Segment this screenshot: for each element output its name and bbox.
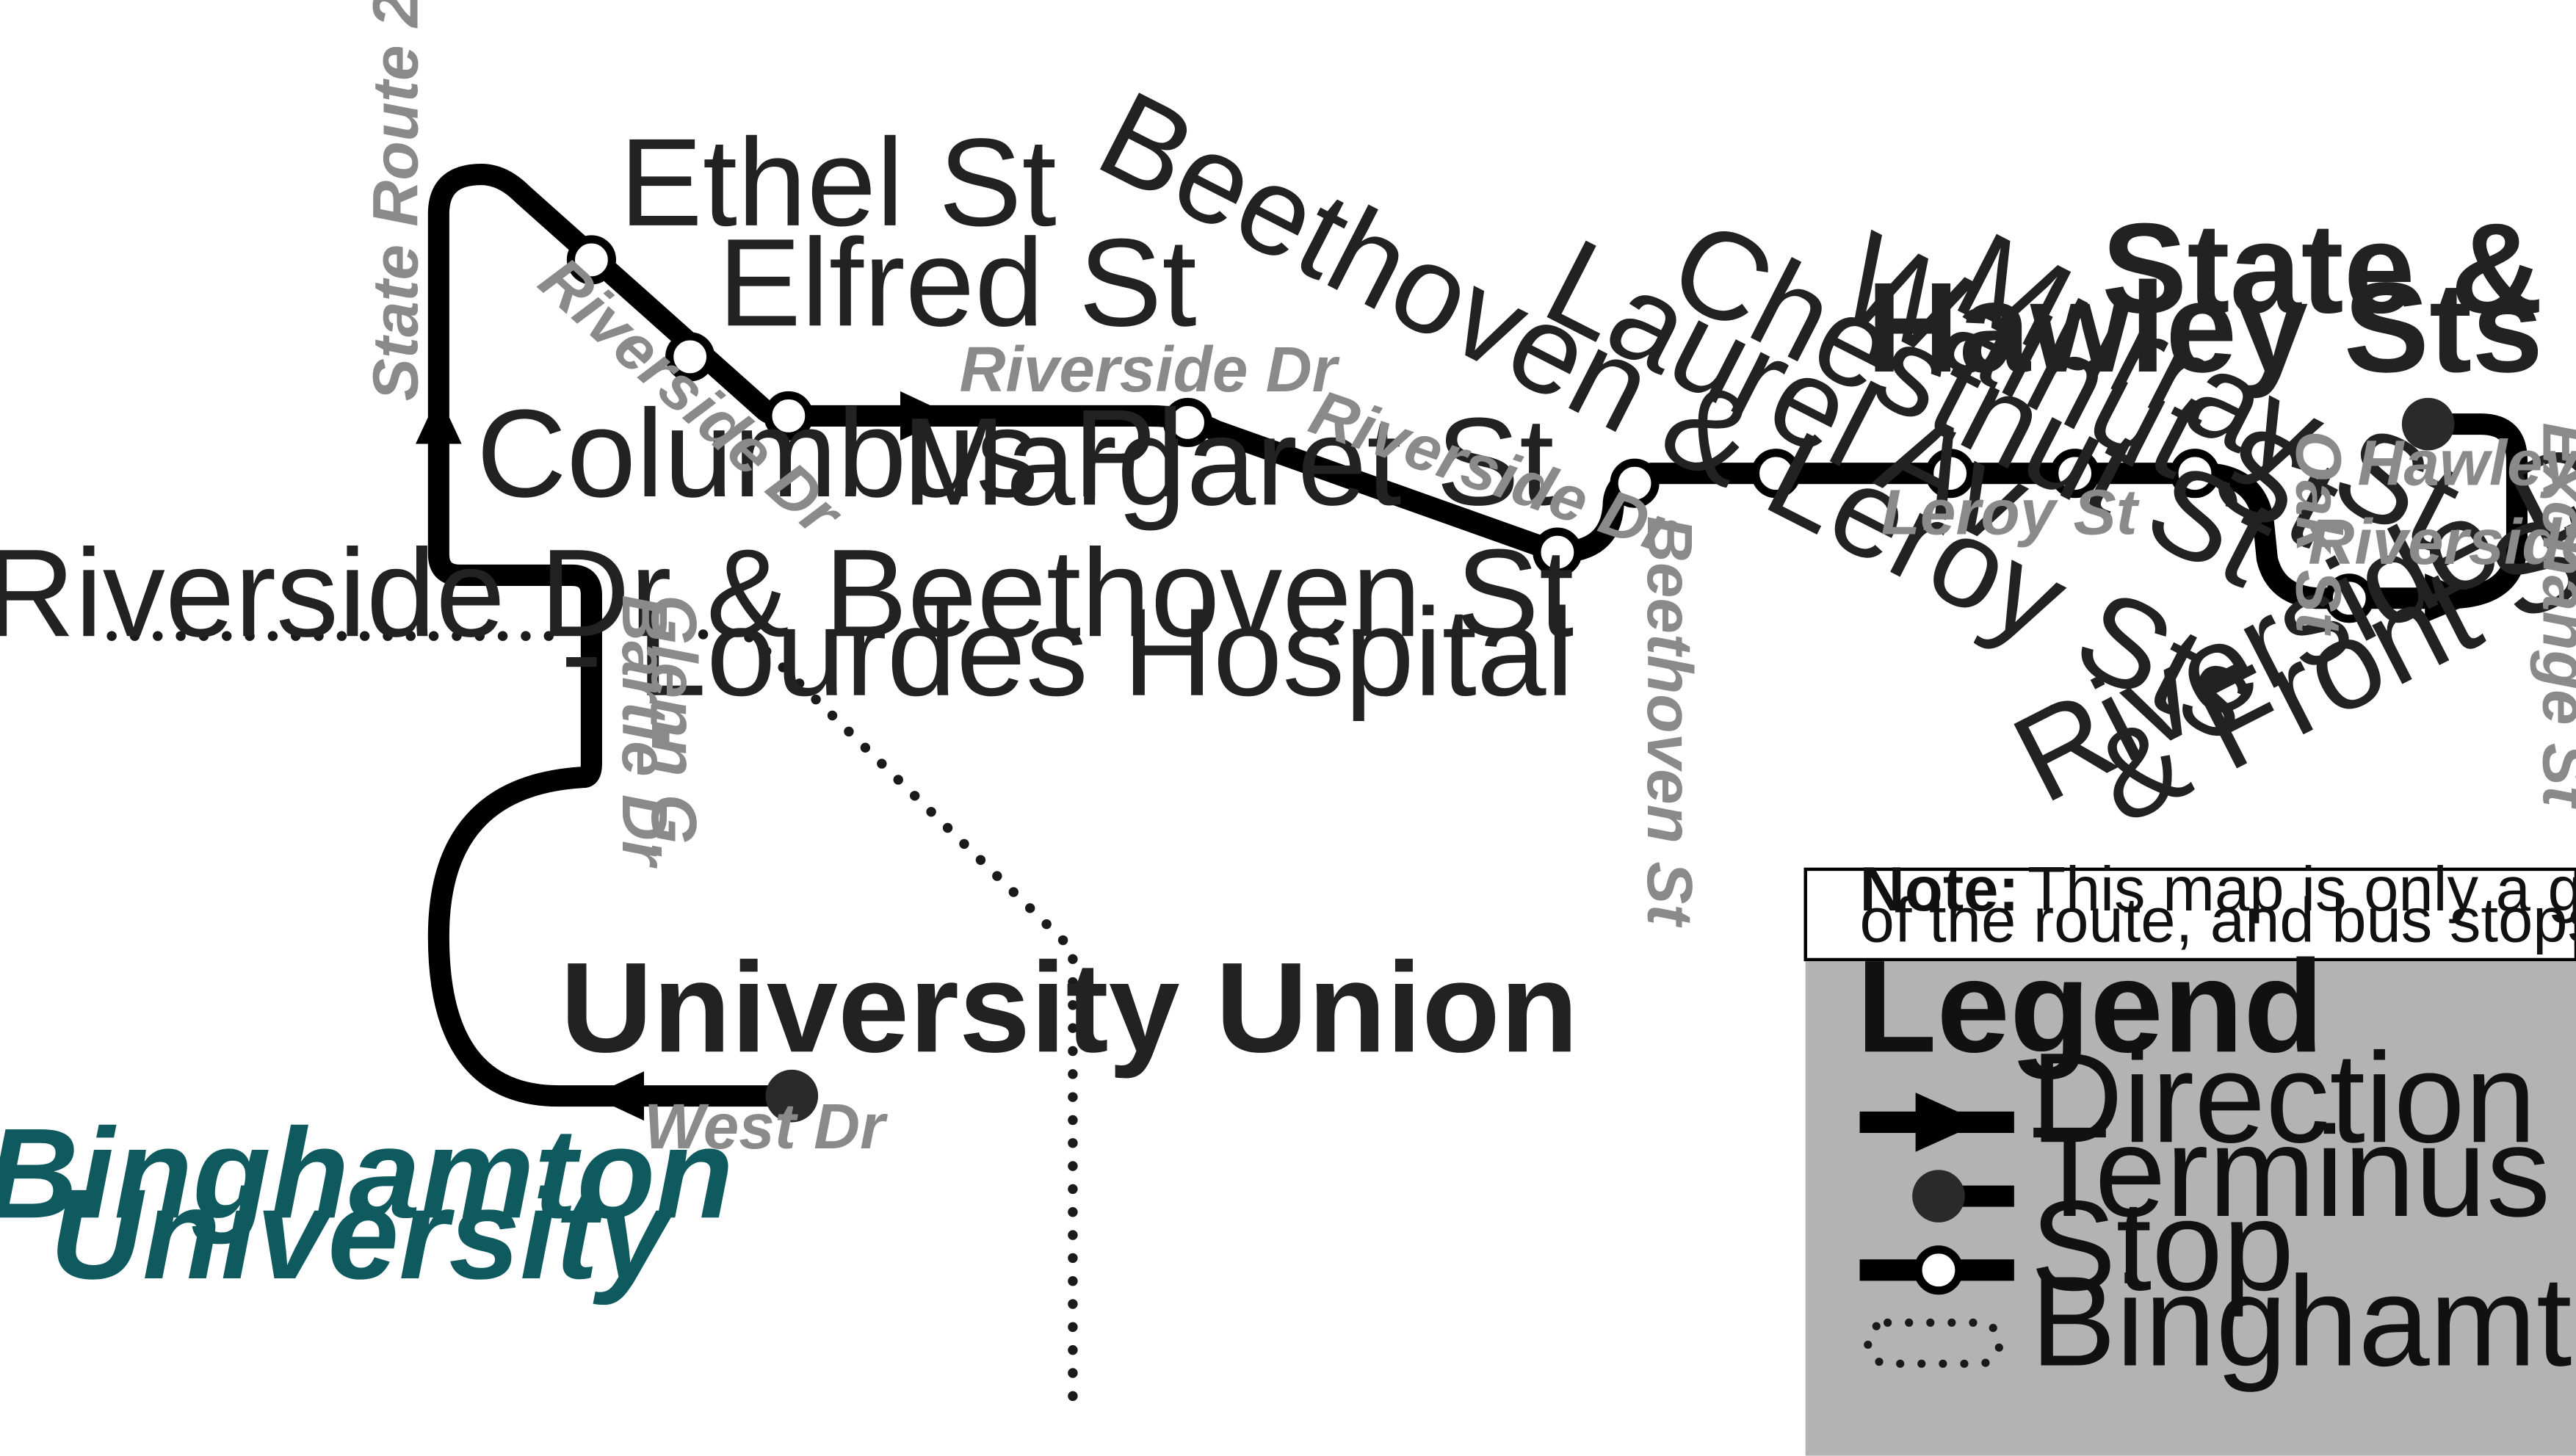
terminus-label-state-hawley-2: Hawley Sts xyxy=(1867,256,2543,399)
street-label-oak-st: Oak St xyxy=(2283,431,2354,637)
note-bold-label: Note: xyxy=(1860,855,2019,924)
stop-marker-margaret[interactable] xyxy=(1162,397,1213,447)
legend-terminus-label: Terminus xyxy=(2030,1100,2550,1243)
direction-arrow-left-westdr xyxy=(591,1071,644,1121)
legend-direction-label: Direction of travel xyxy=(2030,1026,2576,1169)
stop-marker-laurel[interactable] xyxy=(1751,449,1801,499)
stop-label-riverside-beethoven-1: Riverside Dr & Beethoven St xyxy=(0,524,1574,663)
terminus-label-state-hawley-1: State & xyxy=(2102,196,2543,339)
direction-arrow-right-riverside xyxy=(900,391,953,441)
legend-campus-swatch xyxy=(1864,1318,2004,1368)
direction-arrow-right-exchange xyxy=(2425,573,2484,623)
stop-marker-ethel[interactable] xyxy=(566,235,616,285)
note-box: Note:This map is only a graphical repres… xyxy=(1803,855,2576,962)
stop-label-elfred: Elfred St xyxy=(718,213,1197,352)
legend-terminus-marker xyxy=(1912,1170,1965,1223)
note-line-1: Note:This map is only a graphical repres… xyxy=(1860,855,2576,924)
campus-boundary-east xyxy=(698,629,1078,1421)
street-label-state-route-201: State Route 201 xyxy=(360,0,431,401)
stop-marker-riverside-beethoven[interactable] xyxy=(1533,527,1582,577)
street-label-glenn-1: Glenn G. xyxy=(638,595,709,862)
street-label-beethoven-st: Beethoven St xyxy=(1634,516,1705,928)
street-label-hawley-st: Hawley St xyxy=(2357,427,2576,499)
stop-marker-chestnut[interactable] xyxy=(1925,449,1975,499)
stop-label-riverside-beethoven-2: - Lourdes Hospital xyxy=(561,583,1574,722)
street-label-exchange-st: Exchange St xyxy=(2529,422,2576,810)
stop-markers xyxy=(566,235,2374,623)
street-label-leroy-st: Leroy St xyxy=(1881,477,2141,548)
street-label-glenn-2: Bartle Dr xyxy=(609,595,680,869)
terminus-marker-state-hawley[interactable] xyxy=(2401,397,2455,451)
stop-marker-elfred[interactable] xyxy=(665,332,715,382)
note-box-frame xyxy=(1803,867,2576,962)
campus-label-line2: University xyxy=(50,1162,676,1305)
legend: Legend Direction of travel Terminus Stop… xyxy=(1805,932,2576,1456)
note-line-2: of the route, and bus stops are subject … xyxy=(1860,885,2576,955)
stop-marker-beethoven-leroy[interactable] xyxy=(1610,458,1660,508)
terminus-marker-university-union[interactable] xyxy=(765,1069,819,1123)
stop-marker-columbus[interactable] xyxy=(764,391,814,441)
note-text-1: This map is only a graphical representat… xyxy=(2027,855,2576,924)
legend-stop-marker xyxy=(1914,1245,1964,1295)
terminus-label-university-union: University Union xyxy=(560,935,1579,1079)
stop-marker-walnut[interactable] xyxy=(2050,449,2100,499)
street-label-riverside-top: Riverside Dr xyxy=(960,334,1340,405)
legend-campus-label: Binghamton Univ. xyxy=(2030,1250,2576,1393)
stop-label-columbus: Columbus Pl xyxy=(477,384,1184,524)
stop-marker-murray[interactable] xyxy=(2170,449,2220,499)
legend-direction-arrow xyxy=(1915,1093,1982,1152)
legend-title: Legend xyxy=(1856,932,2323,1079)
direction-arrow-up xyxy=(416,394,462,444)
street-label-west-dr: West Dr xyxy=(644,1091,888,1162)
street-label-riverside-right: Riverside Dr xyxy=(2308,507,2576,578)
campus-label-line1: Binghamton xyxy=(0,1101,734,1245)
legend-stop-label: Stop xyxy=(2030,1174,2294,1317)
stop-label-ethel: Ethel St xyxy=(619,113,1056,253)
stop-label-margaret: Margaret St xyxy=(902,392,1554,532)
stop-marker-riverside-front[interactable] xyxy=(2324,573,2374,623)
